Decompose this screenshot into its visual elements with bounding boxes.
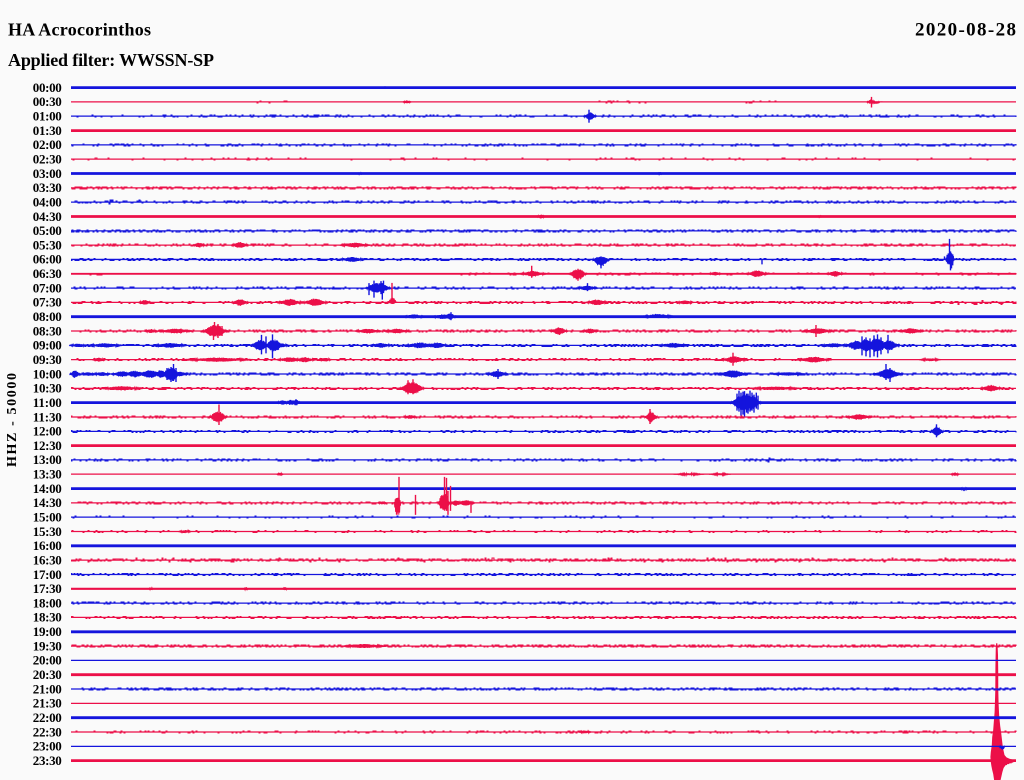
svg-text:16:30: 16:30 [33, 553, 62, 568]
svg-text:04:30: 04:30 [33, 209, 62, 224]
svg-text:15:00: 15:00 [33, 510, 62, 525]
svg-text:10:00: 10:00 [33, 366, 62, 381]
svg-text:17:30: 17:30 [33, 581, 62, 596]
svg-text:06:30: 06:30 [33, 266, 62, 281]
svg-text:23:30: 23:30 [33, 753, 62, 768]
svg-text:12:00: 12:00 [33, 424, 62, 439]
svg-text:22:30: 22:30 [33, 724, 62, 739]
svg-text:21:00: 21:00 [33, 681, 62, 696]
svg-text:02:30: 02:30 [33, 152, 62, 167]
svg-text:01:00: 01:00 [33, 109, 62, 124]
svg-text:00:00: 00:00 [33, 80, 62, 95]
svg-text:13:00: 13:00 [33, 452, 62, 467]
svg-text:02:00: 02:00 [33, 137, 62, 152]
svg-text:01:30: 01:30 [33, 123, 62, 138]
svg-text:20:00: 20:00 [33, 653, 62, 668]
svg-text:15:30: 15:30 [33, 524, 62, 539]
svg-text:13:30: 13:30 [33, 467, 62, 482]
svg-text:19:00: 19:00 [33, 624, 62, 639]
svg-text:23:00: 23:00 [33, 739, 62, 754]
svg-text:11:30: 11:30 [33, 409, 62, 424]
svg-text:08:30: 08:30 [33, 323, 62, 338]
svg-text:14:00: 14:00 [33, 481, 62, 496]
svg-text:Applied filter: WWSSN-SP: Applied filter: WWSSN-SP [8, 50, 214, 70]
svg-text:00:30: 00:30 [33, 94, 62, 109]
svg-text:21:30: 21:30 [33, 696, 62, 711]
svg-text:05:00: 05:00 [33, 223, 62, 238]
svg-text:05:30: 05:30 [33, 237, 62, 252]
svg-text:22:00: 22:00 [33, 710, 62, 725]
svg-text:20:30: 20:30 [33, 667, 62, 682]
svg-text:19:30: 19:30 [33, 638, 62, 653]
svg-text:12:30: 12:30 [33, 438, 62, 453]
svg-text:10:30: 10:30 [33, 381, 62, 396]
svg-text:18:00: 18:00 [33, 595, 62, 610]
svg-text:09:00: 09:00 [33, 338, 62, 353]
svg-text:2020-08-28: 2020-08-28 [915, 20, 1016, 41]
svg-text:HHZ - 50000: HHZ - 50000 [5, 373, 20, 467]
svg-text:03:00: 03:00 [33, 166, 62, 181]
svg-text:06:00: 06:00 [33, 252, 62, 267]
svg-text:14:30: 14:30 [33, 495, 62, 510]
svg-text:18:30: 18:30 [33, 610, 62, 625]
svg-text:03:30: 03:30 [33, 180, 62, 195]
svg-text:17:00: 17:00 [33, 567, 62, 582]
svg-text:16:00: 16:00 [33, 538, 62, 553]
svg-text:08:00: 08:00 [33, 309, 62, 324]
svg-text:HA Acrocorinthos: HA Acrocorinthos [8, 20, 151, 40]
svg-text:09:30: 09:30 [33, 352, 62, 367]
svg-text:11:00: 11:00 [33, 395, 62, 410]
svg-text:04:00: 04:00 [33, 195, 62, 210]
svg-text:07:00: 07:00 [33, 280, 62, 295]
svg-text:07:30: 07:30 [33, 295, 62, 310]
